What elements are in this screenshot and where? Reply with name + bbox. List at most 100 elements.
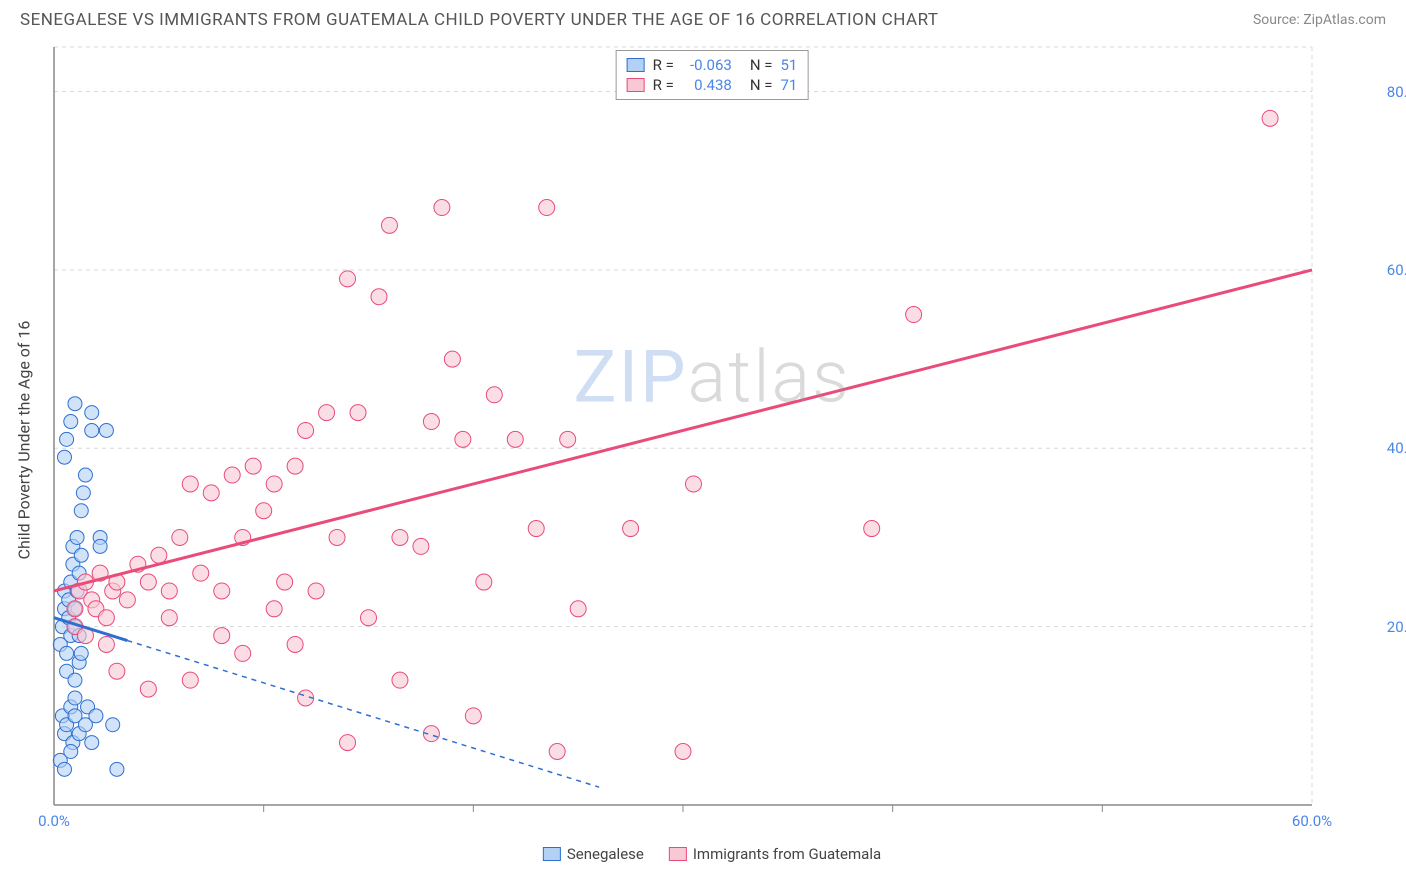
data-point	[340, 271, 356, 287]
data-point	[224, 467, 240, 483]
y-tick-label: 20.0%	[1387, 618, 1406, 636]
data-point	[99, 423, 113, 437]
data-point	[528, 521, 544, 537]
data-point	[413, 538, 429, 554]
data-point	[161, 610, 177, 626]
n-label: N =	[750, 76, 773, 94]
data-point	[85, 736, 99, 750]
data-point	[140, 681, 156, 697]
data-point	[570, 601, 586, 617]
data-point	[298, 422, 314, 438]
data-point	[68, 691, 82, 705]
data-point	[172, 529, 188, 545]
data-point	[182, 672, 198, 688]
legend-swatch	[627, 78, 645, 92]
legend-item: Immigrants from Guatemala	[669, 845, 881, 863]
data-point	[214, 628, 230, 644]
data-point	[60, 432, 74, 446]
data-point	[1262, 110, 1278, 126]
data-point	[85, 406, 99, 420]
data-point	[74, 646, 88, 660]
data-point	[465, 708, 481, 724]
data-point	[444, 351, 460, 367]
data-point	[675, 743, 691, 759]
data-point	[93, 539, 107, 553]
data-point	[98, 610, 114, 626]
data-point	[57, 450, 71, 464]
data-point	[392, 529, 408, 545]
chart-area: Child Poverty Under the Age of 16 ZIPatl…	[52, 45, 1372, 835]
data-point	[203, 485, 219, 501]
data-point	[266, 476, 282, 492]
legend-row: R = -0.063 N = 51	[627, 55, 798, 75]
data-point	[60, 646, 74, 660]
legend-swatch	[669, 847, 687, 861]
data-point	[256, 503, 272, 519]
scatter-plot	[52, 45, 1372, 835]
legend-item: Senegalese	[543, 845, 644, 863]
data-point	[549, 743, 565, 759]
data-point	[476, 574, 492, 590]
y-axis-label: Child Poverty Under the Age of 16	[15, 321, 34, 560]
legend-label: Immigrants from Guatemala	[693, 845, 881, 863]
data-point	[287, 636, 303, 652]
data-point	[74, 548, 88, 562]
data-point	[235, 645, 251, 661]
data-point	[560, 431, 576, 447]
data-point	[64, 744, 78, 758]
trend-line	[54, 270, 1312, 591]
data-point	[151, 547, 167, 563]
data-point	[340, 735, 356, 751]
data-point	[182, 476, 198, 492]
data-point	[434, 200, 450, 216]
data-point	[906, 307, 922, 323]
data-point	[109, 663, 125, 679]
data-point	[392, 672, 408, 688]
legend-swatch	[627, 58, 645, 72]
data-point	[67, 601, 83, 617]
x-tick-label: 0.0%	[38, 812, 70, 830]
r-label: R =	[653, 76, 674, 94]
legend-row: R = 0.438 N = 71	[627, 75, 798, 95]
trend-line-dashed	[127, 641, 599, 788]
data-point	[140, 574, 156, 590]
data-point	[68, 397, 82, 411]
chart-header: SENEGALESE VS IMMIGRANTS FROM GUATEMALA …	[0, 0, 1406, 35]
data-point	[106, 718, 120, 732]
r-value: 0.438	[682, 76, 732, 94]
n-value: 71	[780, 76, 797, 94]
r-label: R =	[653, 56, 674, 74]
r-value: -0.063	[682, 56, 732, 74]
y-tick-label: 80.0%	[1387, 83, 1406, 101]
data-point	[685, 476, 701, 492]
data-point	[319, 405, 335, 421]
series-legend: Senegalese Immigrants from Guatemala	[543, 845, 881, 863]
data-point	[486, 387, 502, 403]
data-point	[78, 468, 92, 482]
data-point	[110, 762, 124, 776]
data-point	[623, 521, 639, 537]
y-tick-label: 40.0%	[1387, 439, 1406, 457]
legend-swatch	[543, 847, 561, 861]
data-point	[361, 610, 377, 626]
data-point	[76, 486, 90, 500]
data-point	[119, 592, 135, 608]
data-point	[507, 431, 523, 447]
data-point	[329, 529, 345, 545]
data-point	[68, 673, 82, 687]
data-point	[89, 709, 103, 723]
data-point	[85, 423, 99, 437]
data-point	[371, 289, 387, 305]
data-point	[98, 636, 114, 652]
data-point	[74, 504, 88, 518]
data-point	[455, 431, 471, 447]
source-attribution: Source: ZipAtlas.com	[1253, 12, 1386, 28]
data-point	[214, 583, 230, 599]
data-point	[350, 405, 366, 421]
data-point	[423, 414, 439, 430]
data-point	[161, 583, 177, 599]
data-point	[70, 530, 84, 544]
correlation-legend: R = -0.063 N = 51 R = 0.438 N = 71	[616, 50, 809, 100]
data-point	[57, 762, 71, 776]
data-point	[245, 458, 261, 474]
